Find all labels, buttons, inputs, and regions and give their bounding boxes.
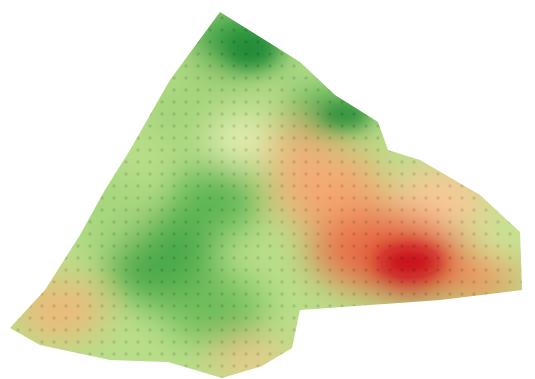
page: {} html, body { margin: 0; padding: 0; b… bbox=[0, 0, 535, 379]
field-surface bbox=[0, 0, 535, 379]
sample-points bbox=[0, 0, 535, 379]
field-map bbox=[0, 0, 535, 379]
page-body bbox=[0, 0, 535, 379]
